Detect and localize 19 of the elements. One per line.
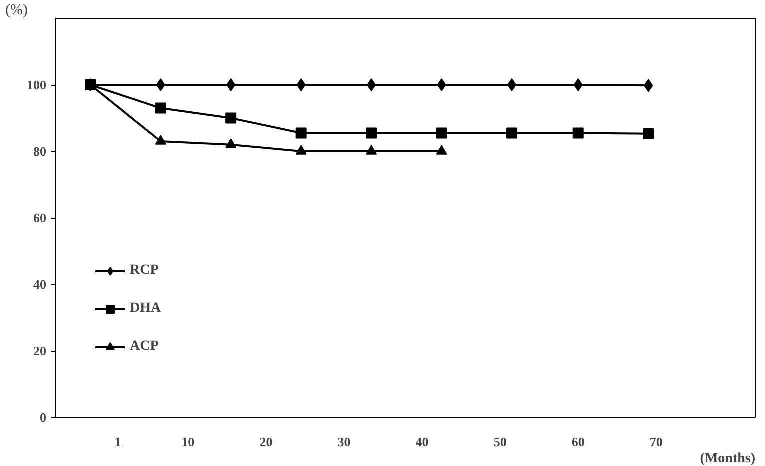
y-axis-title: (%): [6, 2, 28, 18]
legend-label: RCP: [130, 263, 159, 279]
x-tick-label: 20: [260, 434, 273, 450]
y-tick-label: 100: [27, 78, 46, 92]
y-tick-label: 20: [34, 344, 46, 358]
legend-label: DHA: [130, 301, 162, 317]
x-tick-label: 30: [338, 434, 351, 450]
y-tick-label: 0: [40, 410, 46, 425]
y-tick-label: 40: [34, 277, 46, 292]
x-tick-label: 10: [182, 434, 195, 450]
y-tick-label: 60: [34, 210, 46, 226]
x-tick-label: 40: [416, 434, 429, 450]
x-tick-label: 70: [650, 434, 663, 450]
legend-label: ACP: [130, 339, 159, 355]
x-axis-title: (Months): [700, 452, 756, 466]
x-tick-label: 1: [114, 434, 122, 450]
y-tick-label: 80: [34, 144, 46, 159]
x-tick-label: 60: [572, 434, 585, 450]
x-tick-label: 50: [494, 434, 507, 450]
